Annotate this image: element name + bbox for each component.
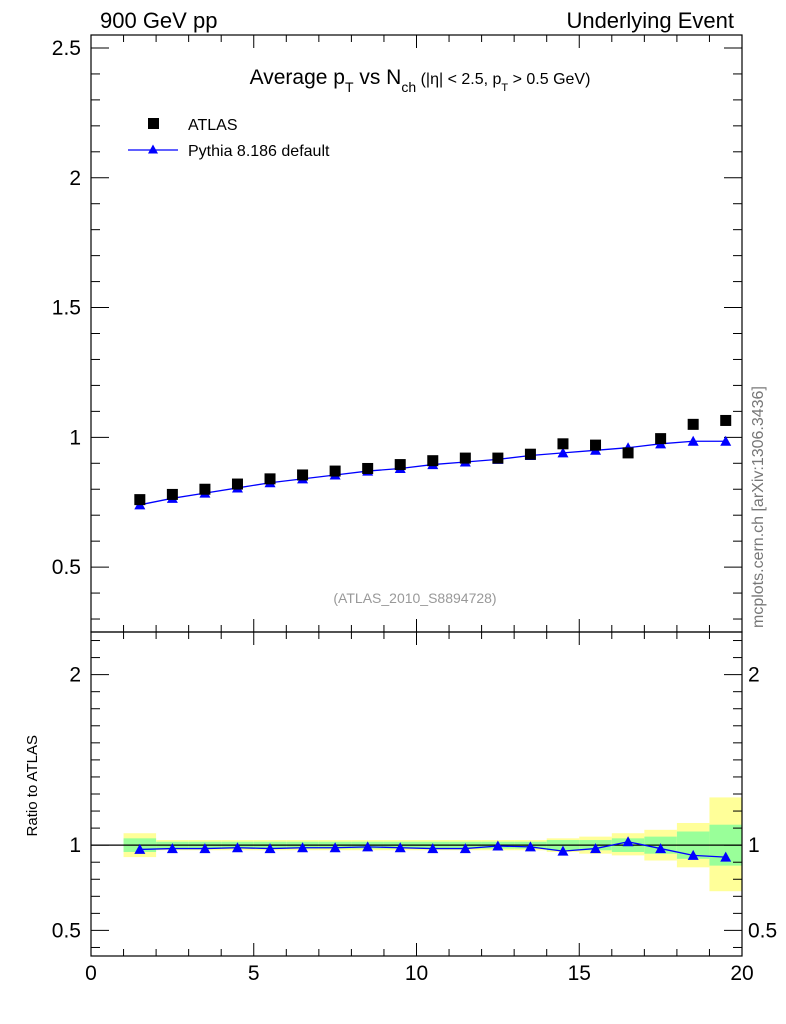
ratio-frame bbox=[90, 631, 743, 957]
ratio-series bbox=[134, 836, 732, 862]
header-right: Underlying Event bbox=[566, 8, 734, 33]
legend-mc-marker bbox=[148, 144, 158, 154]
header-left: 900 GeV pp bbox=[100, 8, 217, 33]
title-sub3: T bbox=[501, 82, 508, 94]
main-ytick-label: 1 bbox=[69, 426, 81, 449]
ratio-ylabel: Ratio to ATLAS bbox=[24, 735, 41, 836]
ratio-point bbox=[524, 841, 536, 852]
atlas-point bbox=[655, 433, 667, 445]
atlas-point bbox=[362, 462, 374, 474]
side-label: mcplots.cern.ch [arXiv:1306.3436] bbox=[750, 386, 767, 628]
legend-mc-label: Pythia 8.186 default bbox=[188, 143, 330, 160]
atlas-point bbox=[524, 448, 536, 460]
atlas-point bbox=[231, 478, 243, 490]
main-ytick-label: 0.5 bbox=[52, 556, 81, 579]
ratio-point bbox=[199, 843, 211, 854]
atlas-point bbox=[199, 483, 211, 495]
legend-data-label: ATLAS bbox=[188, 117, 238, 134]
atlas-point bbox=[720, 414, 732, 426]
ratio-point bbox=[492, 840, 504, 851]
mc-line bbox=[139, 440, 726, 506]
ratio-xtick-label: 10 bbox=[405, 962, 428, 985]
ratio-xtick-label: 20 bbox=[730, 962, 753, 985]
ratio-point bbox=[459, 843, 471, 854]
atlas-point bbox=[492, 452, 504, 464]
ratio-xtick-label: 5 bbox=[248, 962, 260, 985]
ratio-ytick-label-right: 1 bbox=[748, 834, 760, 857]
ratio-point bbox=[166, 843, 178, 854]
plot-title: Average pT vs Nch (|η| < 2.5, pT > 0.5 G… bbox=[250, 66, 591, 95]
ratio-point bbox=[655, 843, 667, 854]
title-part2: vs N bbox=[354, 66, 402, 89]
ratio-point bbox=[720, 851, 732, 862]
mc-point bbox=[720, 435, 732, 446]
ratio-point bbox=[264, 843, 276, 854]
main-series bbox=[134, 414, 732, 510]
analysis-id: (ATLAS_2010_S8894728) bbox=[333, 590, 496, 606]
ratio-point bbox=[297, 842, 309, 853]
ratio-ytick-label-right: 2 bbox=[748, 664, 760, 687]
ratio-point bbox=[231, 842, 243, 853]
title-sub2: ch bbox=[401, 79, 416, 95]
atlas-point bbox=[264, 473, 276, 485]
legend: ATLAS Pythia 8.186 default bbox=[128, 117, 330, 160]
ratio-point bbox=[590, 843, 602, 854]
atlas-point bbox=[590, 439, 602, 451]
atlas-point bbox=[166, 488, 178, 500]
ratio-point bbox=[134, 843, 146, 854]
ratio-axes: 0 5 10 15 20 0.5 0.5 1 1 2 2 bbox=[52, 631, 777, 985]
ratio-ytick-label: 2 bbox=[69, 664, 81, 687]
legend-data-marker bbox=[148, 118, 159, 129]
mc-point bbox=[557, 447, 569, 458]
main-ytick-label: 2 bbox=[69, 167, 81, 190]
ratio-point bbox=[557, 845, 569, 856]
atlas-point bbox=[394, 459, 406, 471]
ratio-ytick-label: 0.5 bbox=[52, 919, 81, 942]
mc-point bbox=[687, 435, 699, 446]
title-part1: Average p bbox=[250, 66, 345, 89]
ratio-xtick-label: 0 bbox=[85, 962, 97, 985]
ratio-point bbox=[687, 849, 699, 860]
ratio-ytick-label: 1 bbox=[69, 834, 81, 857]
atlas-point bbox=[557, 438, 569, 450]
ratio-point bbox=[362, 841, 374, 852]
atlas-point bbox=[329, 465, 341, 477]
atlas-point bbox=[134, 494, 146, 506]
ratio-point bbox=[394, 842, 406, 853]
atlas-point bbox=[297, 469, 309, 481]
atlas-point bbox=[427, 455, 439, 467]
title-part3: (|η| < 2.5, p bbox=[416, 71, 501, 88]
ratio-point bbox=[329, 842, 341, 853]
ratio-point bbox=[427, 843, 439, 854]
atlas-point bbox=[687, 418, 699, 430]
atlas-point bbox=[622, 447, 634, 459]
ratio-ytick-label-right: 0.5 bbox=[748, 919, 777, 942]
main-ytick-label: 1.5 bbox=[52, 297, 81, 320]
ratio-xtick-label: 15 bbox=[568, 962, 591, 985]
main-ytick-label: 2.5 bbox=[52, 37, 81, 60]
ratio-point bbox=[622, 836, 634, 847]
title-sub1: T bbox=[345, 79, 354, 95]
atlas-point bbox=[459, 452, 471, 464]
title-part4: > 0.5 GeV) bbox=[508, 71, 590, 88]
